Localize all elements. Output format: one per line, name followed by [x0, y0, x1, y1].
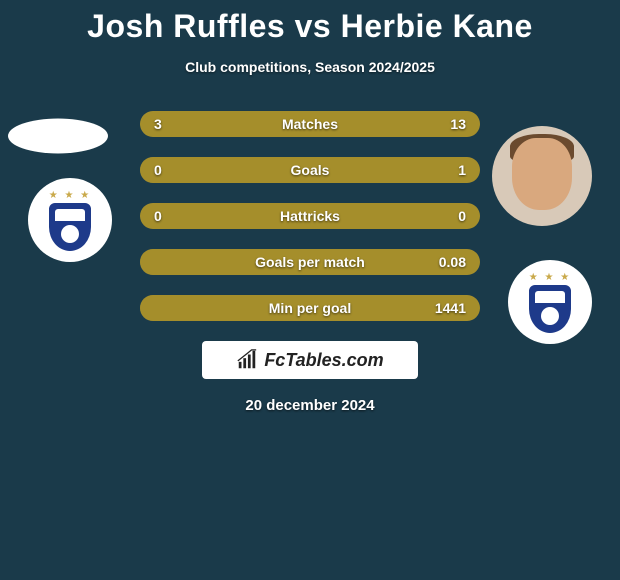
crest-shield-icon — [49, 203, 91, 251]
crest-shield-icon — [529, 285, 571, 333]
stat-value-right: 1441 — [435, 300, 466, 316]
player-right-crest: ★ ★ ★ — [508, 260, 592, 344]
stat-row: 0Goals1 — [140, 157, 480, 183]
avatar-face — [512, 138, 572, 210]
crest-stars-icon: ★ ★ ★ — [529, 272, 571, 283]
stat-label: Goals — [140, 162, 480, 178]
stat-label: Matches — [140, 116, 480, 132]
subtitle: Club competitions, Season 2024/2025 — [0, 59, 620, 75]
chart-icon — [236, 349, 258, 371]
stats-container: 3Matches130Goals10Hattricks0Goals per ma… — [140, 111, 480, 321]
watermark-text: FcTables.com — [264, 350, 383, 371]
date-label: 20 december 2024 — [0, 397, 620, 414]
stat-label: Min per goal — [140, 300, 480, 316]
player-left-avatar — [8, 119, 108, 154]
stat-row: 3Matches13 — [140, 111, 480, 137]
stat-row: 0Hattricks0 — [140, 203, 480, 229]
stat-value-right: 13 — [450, 116, 466, 132]
stat-value-right: 1 — [458, 162, 466, 178]
stat-label: Hattricks — [140, 208, 480, 224]
crest-stars-icon: ★ ★ ★ — [49, 190, 91, 201]
watermark: FcTables.com — [202, 341, 418, 379]
stat-value-right: 0 — [458, 208, 466, 224]
page-title: Josh Ruffles vs Herbie Kane — [0, 0, 620, 45]
player-right-avatar — [492, 126, 592, 226]
stat-label: Goals per match — [140, 254, 480, 270]
stat-value-right: 0.08 — [439, 254, 466, 270]
stat-row: Min per goal1441 — [140, 295, 480, 321]
stat-row: Goals per match0.08 — [140, 249, 480, 275]
player-left-crest: ★ ★ ★ — [28, 178, 112, 262]
